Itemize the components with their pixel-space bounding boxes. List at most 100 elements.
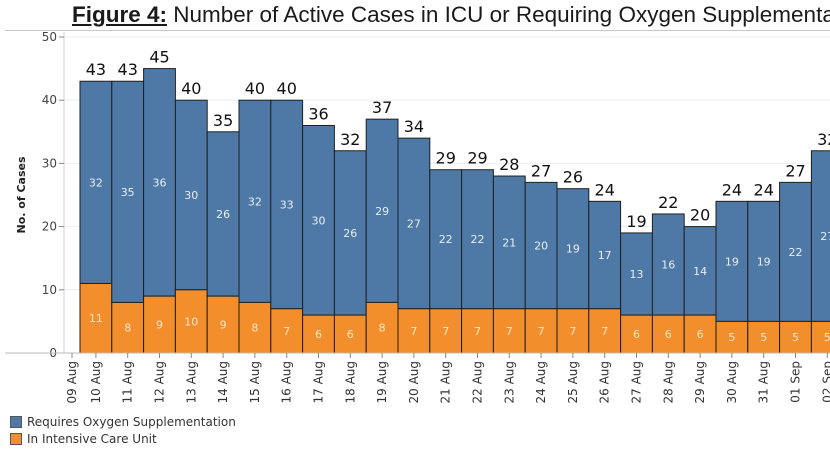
- y-axis-label: No. of Cases: [15, 156, 28, 233]
- data-label-total: 19: [626, 212, 646, 231]
- chart-title: Figure 4: Number of Active Cases in ICU …: [72, 2, 830, 28]
- x-tick-label: 19 Aug: [375, 361, 389, 404]
- x-tick-label: 22 Aug: [471, 361, 485, 404]
- y-tick-label: 10: [42, 283, 57, 297]
- data-label-total: 24: [595, 180, 615, 199]
- x-tick-label: 23 Aug: [502, 361, 516, 404]
- bar-oxygen: [492, 175, 526, 310]
- y-tick-label: 30: [42, 156, 57, 170]
- bar-icu: [238, 301, 272, 354]
- data-label-oxygen: 19: [566, 243, 580, 256]
- x-tick-label: 02 Sep: [820, 361, 830, 403]
- bar-oxygen: [174, 99, 208, 291]
- legend-swatch-oxygen: [10, 416, 22, 428]
- y-tick-label: 50: [42, 30, 57, 44]
- x-tick-label: 11 Aug: [121, 361, 135, 404]
- data-label-icu: 7: [410, 325, 417, 338]
- data-label-oxygen: 32: [248, 195, 262, 208]
- bar-oxygen: [270, 99, 304, 310]
- data-label-total: 34: [404, 117, 424, 136]
- data-label-oxygen: 27: [407, 217, 421, 230]
- x-axis: 09 Aug 10 Aug 11 Aug 12 Aug 13 Aug 14 Aug 15 A…: [5, 352, 830, 404]
- data-label-total: 24: [722, 180, 742, 199]
- data-label-oxygen: 21: [502, 236, 516, 249]
- bar-icu: [683, 314, 717, 354]
- data-label-total: 26: [563, 168, 583, 187]
- data-label-total: 45: [149, 48, 169, 67]
- data-label-oxygen: 33: [280, 198, 294, 211]
- x-tick-label: 09 Aug: [65, 361, 79, 404]
- data-label-oxygen: 26: [343, 227, 357, 240]
- x-tick-label: 20 Aug: [407, 361, 421, 404]
- data-label-oxygen: 27: [820, 230, 830, 243]
- x-tick-label: 16 Aug: [280, 361, 294, 404]
- data-label-total: 43: [86, 60, 106, 79]
- bar-icu: [397, 308, 431, 354]
- bar-icu: [79, 282, 113, 354]
- bar-oxygen: [143, 68, 176, 297]
- data-label-icu: 7: [569, 325, 576, 338]
- data-label-total: 27: [531, 161, 551, 180]
- data-label-icu: 9: [156, 319, 163, 332]
- data-label-total: 28: [499, 155, 519, 174]
- data-label-oxygen: 14: [693, 265, 707, 278]
- bar-icu: [779, 320, 812, 354]
- bar-icu: [333, 314, 367, 354]
- data-label-total: 40: [277, 79, 297, 98]
- data-label-oxygen: 26: [216, 208, 230, 221]
- x-tick-label: 28 Aug: [661, 361, 675, 404]
- data-label-total: 40: [245, 79, 265, 98]
- data-label-total: 20: [690, 206, 710, 225]
- legend-item-oxygen[interactable]: Requires Oxygen Supplementation: [10, 415, 236, 429]
- data-label-oxygen: 17: [598, 249, 612, 262]
- x-tick-label: 12 Aug: [153, 361, 167, 404]
- bar-icu: [715, 320, 749, 354]
- data-label-oxygen: 22: [789, 246, 803, 259]
- x-tick-label: 01 Sep: [789, 361, 803, 403]
- data-label-oxygen: 32: [89, 176, 103, 189]
- data-label-total: 29: [467, 149, 487, 168]
- data-label-icu: 9: [220, 319, 227, 332]
- legend-swatch-icu: [10, 433, 22, 445]
- data-label-icu: 5: [760, 331, 767, 344]
- bar-oxygen: [556, 188, 590, 310]
- legend-item-icu[interactable]: In Intensive Care Unit: [10, 432, 157, 446]
- x-tick-label: 30 Aug: [725, 361, 739, 404]
- bar-icu: [492, 308, 526, 354]
- bar-icu: [111, 301, 145, 354]
- bar-icu: [302, 314, 335, 354]
- y-tick-label: 20: [42, 220, 57, 234]
- title-text: Number of Active Cases in ICU or Requiri…: [167, 2, 830, 27]
- data-label-total: 43: [118, 60, 138, 79]
- data-label-oxygen: 30: [312, 214, 326, 227]
- data-label-oxygen: 19: [725, 255, 739, 268]
- bar-oxygen: [365, 118, 399, 303]
- x-tick-label: 17 Aug: [312, 361, 326, 404]
- bar-oxygen: [238, 99, 272, 303]
- data-label-icu: 7: [538, 325, 545, 338]
- bar-oxygen: [620, 232, 653, 316]
- x-tick-label: 18 Aug: [343, 361, 357, 404]
- data-label-oxygen: 22: [471, 233, 485, 246]
- data-label-icu: 10: [184, 315, 198, 328]
- data-label-icu: 6: [665, 328, 672, 341]
- x-tick-label: 29 Aug: [693, 361, 707, 404]
- data-label-icu: 6: [633, 328, 640, 341]
- data-label-icu: 7: [601, 325, 608, 338]
- data-label-oxygen: 19: [757, 255, 771, 268]
- data-label-icu: 5: [792, 331, 799, 344]
- x-tick-label: 25 Aug: [566, 361, 580, 404]
- data-label-icu: 5: [728, 331, 735, 344]
- data-label-total: 27: [785, 161, 805, 180]
- x-tick-label: 27 Aug: [630, 361, 644, 404]
- bar-oxygen: [333, 150, 367, 316]
- legend-label-icu: In Intensive Care Unit: [27, 432, 157, 446]
- data-label-oxygen: 35: [121, 186, 135, 199]
- data-label-icu: 8: [379, 322, 386, 335]
- data-label-total: 35: [213, 111, 233, 130]
- x-tick-label: 13 Aug: [184, 361, 198, 404]
- data-label-icu: 5: [824, 331, 830, 344]
- data-label-icu: 6: [347, 328, 354, 341]
